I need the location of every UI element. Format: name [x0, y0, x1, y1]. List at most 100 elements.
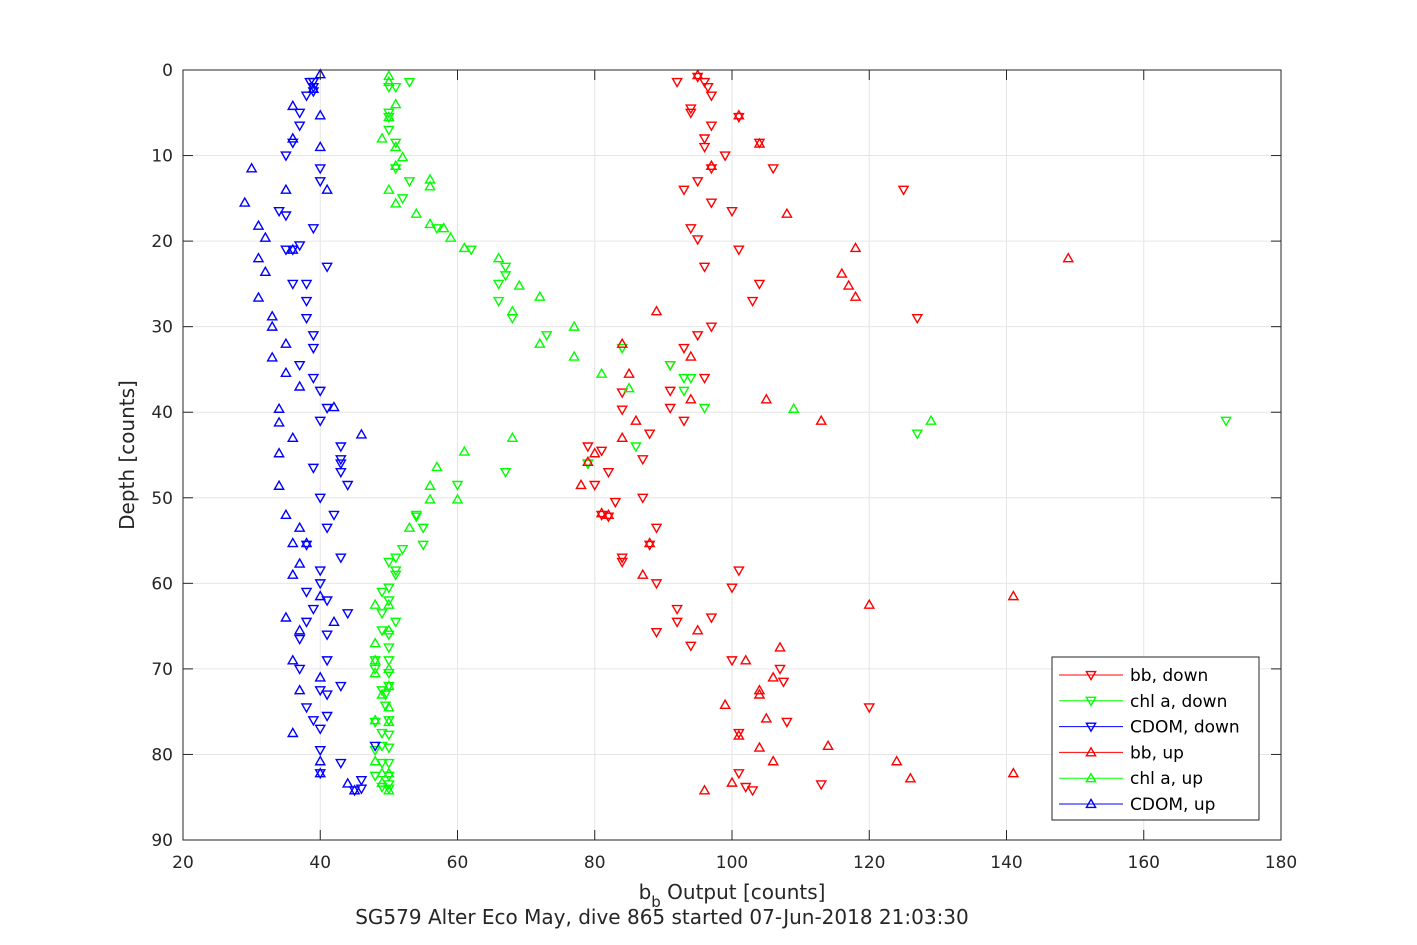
- data-point: [671, 604, 683, 616]
- data-point: [678, 386, 690, 397]
- x-tick-label: 120: [853, 853, 885, 873]
- data-point: [335, 442, 347, 453]
- data-point: [321, 523, 333, 534]
- data-point: [252, 291, 265, 302]
- data-point: [321, 596, 333, 607]
- data-point: [630, 414, 642, 425]
- data-point: [403, 521, 416, 532]
- data-point: [369, 667, 381, 678]
- data-point: [726, 776, 738, 787]
- data-point: [1007, 590, 1020, 601]
- data-point: [383, 82, 395, 94]
- data-point: [726, 583, 738, 594]
- data-point: [396, 194, 409, 205]
- data-point: [698, 262, 711, 273]
- data-point: [389, 159, 402, 170]
- data-point: [534, 290, 546, 301]
- data-point: [492, 296, 505, 308]
- data-point: [702, 82, 714, 94]
- data-point: [787, 402, 800, 413]
- data-point: [588, 480, 601, 491]
- data-point: [774, 664, 786, 675]
- data-point: [286, 431, 299, 443]
- x-tick-label: 60: [447, 853, 469, 873]
- data-point: [777, 677, 790, 688]
- data-point: [304, 77, 316, 88]
- data-point: [588, 447, 601, 458]
- data-point: [678, 343, 690, 355]
- series-3: [575, 69, 1075, 795]
- data-point: [376, 782, 388, 793]
- data-point: [733, 566, 745, 577]
- data-point: [300, 91, 313, 102]
- data-point: [698, 784, 711, 795]
- data-point: [341, 609, 354, 620]
- data-point: [650, 579, 663, 590]
- data-point: [321, 690, 333, 701]
- data-point: [705, 322, 718, 333]
- data-point: [355, 784, 368, 795]
- data-point: [383, 596, 395, 607]
- data-point: [616, 431, 629, 443]
- data-point: [774, 641, 786, 652]
- legend-label: chl a, up: [1130, 769, 1203, 789]
- data-point: [389, 570, 402, 581]
- data-point: [719, 698, 731, 709]
- data-point: [595, 446, 608, 457]
- data-point: [705, 198, 718, 209]
- data-point: [492, 279, 505, 290]
- data-point: [753, 684, 766, 695]
- legend-label: bb, down: [1130, 666, 1208, 686]
- data-point: [300, 703, 313, 714]
- data-point: [321, 656, 333, 667]
- x-tick-label: 40: [309, 853, 331, 873]
- data-point: [266, 320, 279, 331]
- data-point: [389, 82, 402, 94]
- data-point: [691, 331, 704, 342]
- x-axis-ticks: 20 40 60 80 100 120 140 160 180: [172, 70, 1297, 873]
- legend-label: bb, up: [1130, 743, 1184, 763]
- data-point: [314, 140, 327, 152]
- data-point: [293, 634, 306, 645]
- data-point: [691, 235, 704, 246]
- data-point: [595, 367, 608, 378]
- data-point: [767, 755, 779, 766]
- data-point: [733, 109, 745, 120]
- data-point: [266, 351, 279, 362]
- data-point: [643, 429, 656, 440]
- x-tick-label: 80: [584, 853, 606, 873]
- data-point: [403, 177, 416, 188]
- data-point: [379, 690, 392, 701]
- data-point: [245, 162, 258, 173]
- data-point: [410, 510, 423, 521]
- data-point: [355, 775, 368, 787]
- data-point: [664, 403, 677, 414]
- data-point: [664, 386, 677, 397]
- data-point: [705, 613, 718, 624]
- data-point: [424, 493, 436, 504]
- data-point: [403, 77, 416, 88]
- data-point: [321, 262, 333, 273]
- data-point: [746, 296, 759, 308]
- data-point: [307, 373, 320, 385]
- data-point: [300, 313, 313, 325]
- data-point: [698, 373, 711, 385]
- data-point: [609, 497, 622, 509]
- data-point: [369, 664, 381, 675]
- data-point: [685, 393, 697, 404]
- legend-marker: [1085, 670, 1097, 682]
- x-axis-title: bb Output [counts]: [639, 880, 826, 911]
- data-point: [307, 343, 320, 355]
- y-tick-label: 30: [151, 318, 173, 338]
- data-point: [314, 416, 327, 427]
- data-point: [698, 142, 711, 154]
- data-point: [300, 279, 313, 290]
- data-point: [369, 741, 381, 752]
- y-tick-label: 0: [162, 61, 173, 81]
- data-point: [300, 540, 313, 551]
- legend-marker: [1085, 722, 1097, 733]
- legend-marker: [1085, 696, 1097, 707]
- data-point: [417, 540, 429, 551]
- data-point: [383, 69, 395, 81]
